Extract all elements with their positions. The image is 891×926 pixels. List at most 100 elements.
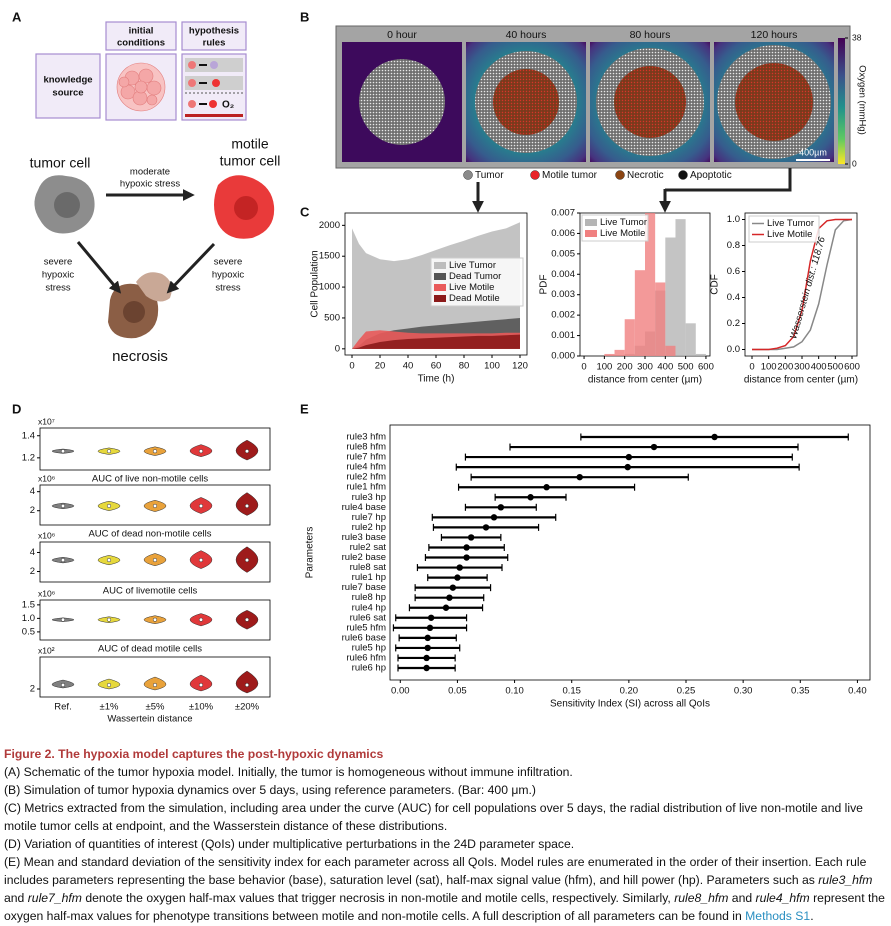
y-tick-label: 4	[30, 547, 35, 558]
legend-swatch	[585, 219, 597, 226]
x-axis-label: Time (h)	[418, 374, 455, 385]
rule-icons	[185, 58, 243, 117]
median-dot	[106, 503, 111, 508]
mean-dot	[527, 494, 534, 501]
tumor-cluster	[116, 62, 166, 112]
hist-bar	[604, 353, 615, 356]
plot-frame	[39, 427, 271, 471]
mean-dot	[463, 544, 470, 551]
plot-frame	[39, 541, 271, 583]
y-tick-label: 0.003	[551, 289, 575, 300]
arrow-label: severe	[214, 257, 243, 268]
param: rule4_hfm	[755, 891, 810, 905]
scale-label: x10⁶	[38, 530, 55, 540]
legend-swatch	[434, 284, 446, 291]
area	[352, 334, 520, 349]
mean-dot	[424, 634, 431, 642]
necrotic-core	[735, 63, 813, 141]
y-tick-label: 0.000	[551, 351, 575, 362]
necrotic-core	[614, 66, 686, 138]
legend-swatch	[434, 273, 446, 280]
median-dot	[244, 683, 249, 688]
mean-dot	[650, 443, 658, 451]
median-dot	[198, 617, 203, 622]
colorbar-tick-label: 0	[852, 158, 857, 168]
legend-swatch	[678, 170, 688, 180]
arrow	[76, 241, 122, 294]
y-tick-label: 1.0	[727, 214, 740, 225]
hist-bar	[634, 270, 645, 356]
scale-label: x10⁶	[38, 473, 55, 483]
legend-label: Dead Motile	[449, 293, 500, 304]
param: rule3_hfm	[818, 873, 873, 887]
link[interactable]: Methods S1	[745, 909, 811, 923]
x-tick-label: 60	[431, 361, 442, 372]
median-dot	[152, 503, 157, 508]
mean-dot	[497, 504, 505, 511]
x-tick-label: 0.25	[677, 686, 696, 697]
category-label: rule6 hp	[352, 663, 386, 674]
x-tick-label: 100	[596, 362, 612, 373]
x-tick-label: 0.10	[505, 686, 524, 697]
arrow-label: stress	[45, 283, 71, 294]
panel-a: A initial conditions hypothesis rules kn…	[12, 9, 280, 365]
mean-dot	[490, 514, 498, 521]
row-label: AUC of dead motile cells	[98, 644, 202, 655]
y-tick-label: 1500	[319, 251, 340, 262]
plot-frame	[389, 424, 871, 681]
row-label: AUC of dead non-motile cells	[88, 529, 211, 540]
text: .	[810, 909, 814, 923]
arrow-label: hypoxic	[42, 270, 74, 281]
x-tick-label: 100	[761, 362, 777, 373]
cell-label: tumor cell	[220, 153, 281, 169]
plot-frame	[39, 656, 271, 698]
category-label: ±5%	[146, 702, 165, 713]
category-label: rule2 hp	[352, 522, 386, 533]
median-dot	[61, 449, 66, 454]
legend-label: Motile tumor	[542, 170, 598, 181]
x-tick-label: 100	[484, 361, 500, 372]
arrow-label: hypoxic	[212, 270, 244, 281]
x-axis-label: distance from center (µm)	[588, 375, 702, 386]
mean-dot	[543, 484, 550, 491]
header-box	[181, 21, 247, 51]
caption-text: (C) Metrics extracted from the simulatio…	[4, 801, 863, 833]
mean-dot	[482, 524, 490, 531]
mean-dot	[456, 564, 463, 571]
mean-dot	[423, 664, 430, 672]
legend-box	[748, 215, 820, 243]
header-box	[105, 21, 177, 51]
median-dot	[198, 503, 203, 508]
category-label: rule6 sat	[350, 612, 387, 623]
y-tick-label: 0.007	[551, 208, 575, 219]
y-tick-label: 0.5	[22, 626, 35, 637]
tumor-region	[359, 59, 445, 145]
mean-dot	[711, 433, 718, 441]
x-tick-label: 600	[844, 362, 860, 373]
median-dot	[61, 683, 66, 688]
arrow-label: hypoxic stress	[120, 179, 180, 190]
x-tick-label: 0.30	[734, 686, 753, 697]
panel-letter: E	[300, 401, 309, 416]
category-label: rule3 hfm	[346, 432, 386, 443]
category-label: rule6 hfm	[346, 652, 386, 663]
box-text: rules	[203, 38, 226, 49]
x-tick-label: 80	[459, 361, 470, 372]
mean-dot	[446, 594, 453, 601]
caption: Figure 2. The hypoxia model captures the…	[4, 745, 888, 925]
y-tick-label: 1.2	[22, 452, 35, 463]
figure: A initial conditions hypothesis rules kn…	[12, 9, 871, 725]
legend-label: Dead Tumor	[449, 271, 501, 282]
row-label: AUC of live non-motile cells	[92, 474, 208, 485]
x-tick-label: 400	[657, 362, 673, 373]
x-tick-label: 0	[581, 362, 586, 373]
legend-label: Live Motile	[449, 282, 494, 293]
plot-frame	[39, 599, 271, 641]
category-label: rule8 sat	[350, 562, 387, 573]
legend-swatch	[434, 262, 446, 269]
mean-dot	[625, 453, 633, 461]
category-label: ±10%	[189, 702, 214, 713]
y-tick-label: 0.002	[551, 310, 575, 321]
category-label: rule8 hfm	[346, 442, 386, 453]
